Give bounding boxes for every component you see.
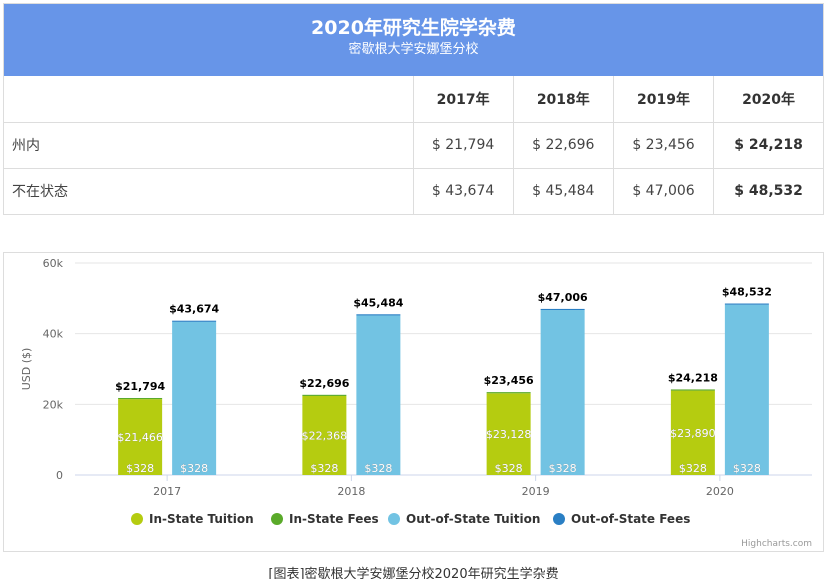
table-cell: $ 48,532 (713, 167, 823, 214)
table-row: 不在状态 $ 43,674 $ 45,484 $ 47,006 $ 48,532 (4, 167, 823, 214)
data-label: $328 (310, 462, 338, 475)
table-cell: $ 21,794 (412, 121, 514, 168)
table-cell: $ 43,674 (412, 167, 514, 214)
fees-table: 2017年 2018年 2019年 2020年 州内 $ 21,794 $ 22… (4, 76, 823, 214)
data-label: $328 (364, 462, 392, 475)
table-cell: $ 47,006 (612, 167, 714, 214)
table-header-row: 2017年 2018年 2019年 2020年 (4, 76, 823, 122)
column-header-2020: 2020年 (713, 76, 823, 122)
bar-in-state-fees (486, 392, 531, 394)
data-label: $328 (180, 462, 208, 475)
data-label: $23,890 (670, 427, 716, 440)
bar-in-state-tuition (670, 390, 715, 475)
y-tick-label: 20k (43, 398, 64, 411)
y-tick-label: 40k (43, 328, 64, 341)
legend-item: Out-of-State Fees (571, 512, 690, 526)
chart-panel: 0 20k 40k 60k USD ($) 2017 $21,466 $328 $21,794 $… (3, 252, 824, 552)
stack-total-label: $45,484 (353, 296, 403, 309)
bar-out-of-state-fees (540, 308, 585, 311)
legend-item: Out-of-State Tuition (406, 512, 540, 526)
data-label: $328 (679, 462, 707, 475)
credits-text: Highcharts.com (741, 539, 812, 549)
table-subtitle: 密歇根大学安娜堡分校 (348, 42, 479, 57)
bar-chart: 0 20k 40k 60k USD ($) 2017 $21,466 $328 $21,794 $… (20, 257, 812, 549)
x-tick-label: 2019 (522, 485, 550, 498)
bar-out-of-state-tuition (172, 321, 217, 475)
x-tick-label: 2018 (337, 485, 365, 498)
bar-out-of-state-tuition (356, 315, 401, 475)
stack-total-label: $21,794 (115, 380, 165, 393)
bar-in-state-tuition (486, 393, 531, 475)
stack-total-label: $22,696 (299, 377, 349, 390)
bar-out-of-state-tuition (540, 310, 585, 475)
legend-item: In-State Fees (289, 512, 379, 526)
stack-total-label: $23,456 (484, 374, 534, 387)
legend-marker (271, 513, 283, 525)
legend-item: In-State Tuition (149, 512, 254, 526)
table-cell: $ 23,456 (612, 121, 714, 168)
table-header-band: 2020年研究生院学杂费 密歇根大学安娜堡分校 (4, 4, 823, 76)
stack-total-label: $47,006 (538, 291, 588, 304)
data-label: $22,368 (302, 429, 348, 442)
column-header-2018: 2018年 (512, 76, 614, 122)
row-label-out-of-state: 不在状态 (4, 167, 413, 214)
bar-in-state-fees (670, 389, 715, 391)
fees-table-panel: 2020年研究生院学杂费 密歇根大学安娜堡分校 2017年 2018年 2019… (3, 3, 824, 215)
figure-caption: [图表]密歇根大学安娜堡分校2020年研究生学杂费 (268, 567, 559, 579)
bar-in-state-tuition (302, 395, 347, 475)
bar-in-state-fees (302, 394, 347, 396)
bar-out-of-state-fees (356, 314, 401, 316)
data-label: $23,128 (486, 428, 532, 441)
table-row: 州内 $ 21,794 $ 22,696 $ 23,456 $ 24,218 (4, 121, 823, 168)
legend-marker (131, 513, 143, 525)
table-cell: $ 22,696 (512, 121, 614, 168)
data-label: $328 (126, 462, 154, 475)
bar-in-state-fees (118, 397, 163, 400)
bar-out-of-state-fees (172, 320, 217, 322)
stack-total-label: $48,532 (722, 286, 772, 299)
y-tick-label: 60k (43, 257, 64, 270)
stack-total-label: $43,674 (169, 303, 219, 316)
column-header-blank (4, 76, 413, 122)
data-label: $328 (495, 462, 523, 475)
bar-out-of-state-fees (724, 303, 769, 305)
stack-total-label: $24,218 (668, 371, 718, 384)
column-header-2017: 2017年 (412, 76, 514, 122)
table-cell: $ 45,484 (512, 167, 614, 214)
y-axis-label: USD ($) (20, 348, 33, 391)
data-label: $328 (549, 462, 577, 475)
bar-out-of-state-tuition (724, 304, 769, 475)
data-label: $328 (733, 462, 761, 475)
table-title: 2020年研究生院学杂费 (311, 17, 516, 39)
row-label-in-state: 州内 (4, 121, 413, 168)
data-label: $21,466 (117, 431, 163, 444)
x-tick-label: 2020 (706, 485, 734, 498)
column-header-2019: 2019年 (612, 76, 714, 122)
y-tick-label: 0 (56, 469, 63, 482)
legend-marker (553, 513, 565, 525)
x-tick-label: 2017 (153, 485, 181, 498)
bar-in-state-tuition (118, 399, 163, 475)
legend-marker (388, 513, 400, 525)
table-cell: $ 24,218 (713, 121, 823, 168)
